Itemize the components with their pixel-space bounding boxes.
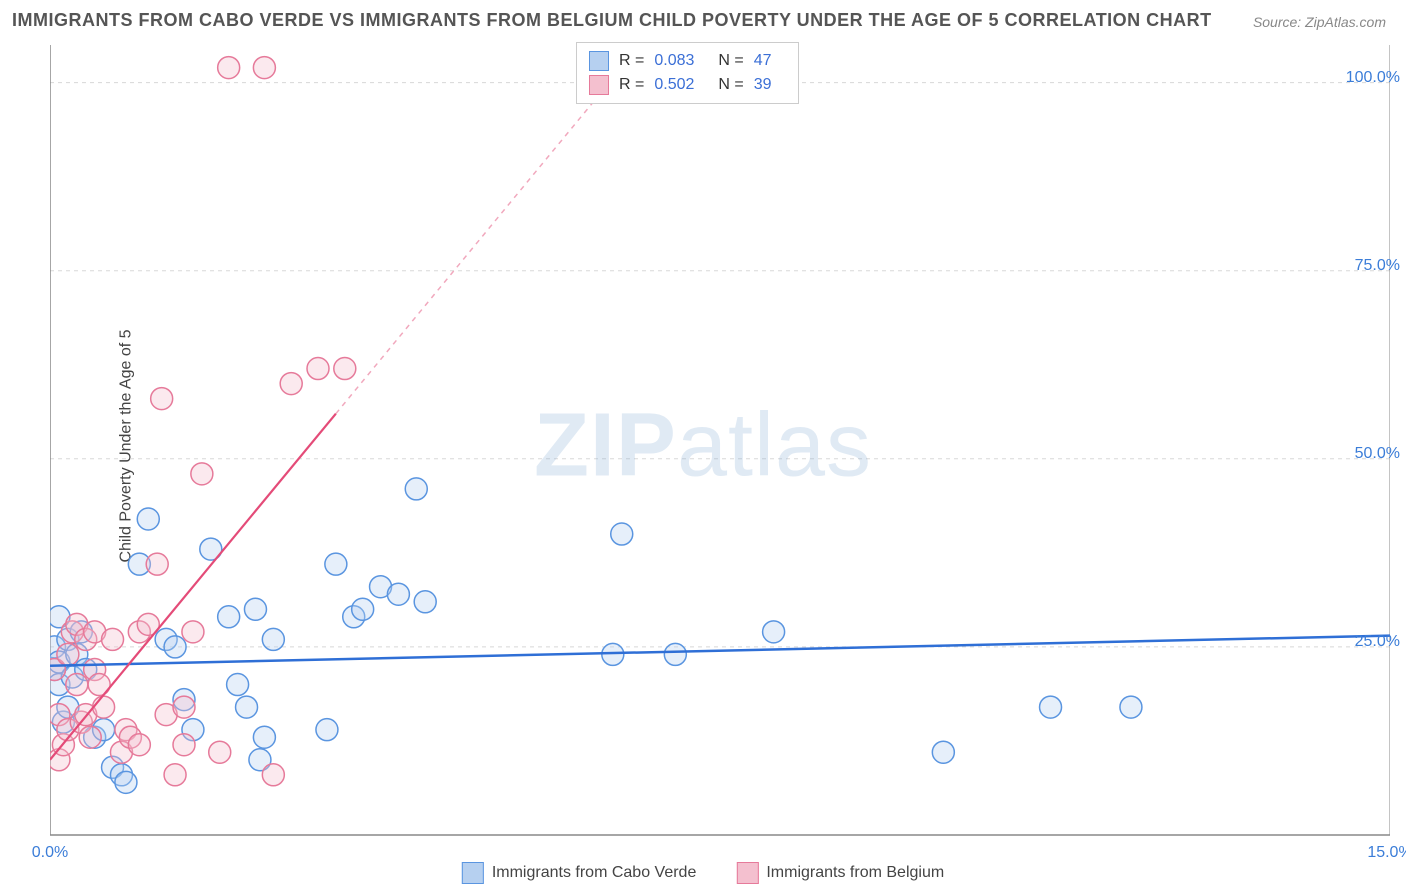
- scatter-chart: [50, 40, 1390, 840]
- legend-swatch-icon: [462, 862, 484, 884]
- legend-swatch-icon: [736, 862, 758, 884]
- chart-title: IMMIGRANTS FROM CABO VERDE VS IMMIGRANTS…: [12, 10, 1212, 31]
- bottom-legend: Immigrants from Cabo Verde Immigrants fr…: [462, 862, 944, 884]
- legend-item: Immigrants from Cabo Verde: [462, 862, 697, 884]
- correlation-stats-box: R = 0.083 N = 47 R = 0.502 N = 39: [576, 42, 799, 104]
- n-value: 39: [754, 76, 772, 94]
- y-tick-label: 75.0%: [1355, 257, 1400, 275]
- stats-row: R = 0.502 N = 39: [589, 73, 786, 97]
- n-value: 47: [754, 52, 772, 70]
- y-tick-label: 50.0%: [1355, 445, 1400, 463]
- r-value: 0.083: [654, 52, 694, 70]
- legend-item: Immigrants from Belgium: [736, 862, 944, 884]
- r-label: R =: [619, 76, 644, 94]
- stats-row: R = 0.083 N = 47: [589, 49, 786, 73]
- r-label: R =: [619, 52, 644, 70]
- legend-label: Immigrants from Cabo Verde: [492, 864, 697, 882]
- legend-label: Immigrants from Belgium: [766, 864, 944, 882]
- y-tick-label: 100.0%: [1346, 69, 1400, 87]
- y-tick-label: 25.0%: [1355, 633, 1400, 651]
- r-value: 0.502: [654, 76, 694, 94]
- x-tick-label: 15.0%: [1367, 844, 1406, 862]
- n-label: N =: [718, 76, 743, 94]
- stats-swatch-icon: [589, 75, 609, 95]
- source-attribution: Source: ZipAtlas.com: [1253, 14, 1386, 30]
- stats-swatch-icon: [589, 51, 609, 71]
- n-label: N =: [718, 52, 743, 70]
- x-tick-label: 0.0%: [32, 844, 68, 862]
